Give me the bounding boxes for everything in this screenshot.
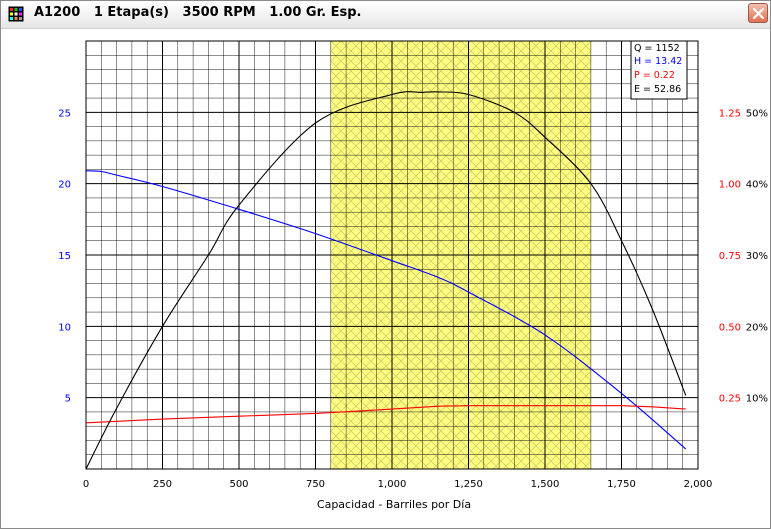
head-curve	[85, 170, 687, 450]
efficiency-curve	[85, 91, 687, 470]
y-left-tick-label: 10	[58, 322, 71, 333]
y-right-power-tick-label: 0.50	[719, 322, 741, 333]
curves	[85, 91, 687, 470]
y-right-power-tick-label: 1.00	[719, 180, 741, 191]
y-right-power-tick-label: 0.25	[719, 394, 741, 405]
y-left-tick-label: 25	[58, 108, 71, 119]
grid-app-icon[interactable]	[8, 6, 24, 22]
x-tick-label: 750	[306, 479, 325, 490]
x-tick-label: 1,000	[378, 479, 407, 490]
readout-box: Q = 1152 H = 13.42 P = 0.22 E = 52.86	[630, 40, 688, 100]
y-left-tick-label: 15	[58, 251, 71, 262]
axis-labels: 0 250 500 750 1,000 1,250 1,500 1,750 2,000 5 10 15…	[58, 108, 768, 490]
x-tick-label: 500	[229, 479, 248, 490]
y-right-efficiency-tick-label: 30%	[746, 251, 768, 262]
y-right-efficiency-tick-label: 20%	[746, 322, 768, 333]
x-tick-label: 1,250	[454, 479, 483, 490]
close-icon	[753, 8, 764, 19]
readout-q: Q = 1152	[634, 43, 680, 54]
plot-frame	[85, 40, 699, 470]
grid	[85, 40, 699, 470]
x-tick-label: 1,500	[531, 479, 560, 490]
y-right-efficiency-tick-label: 50%	[746, 108, 768, 119]
x-tick-label: 1,750	[607, 479, 636, 490]
y-left-tick-label: 5	[65, 394, 71, 405]
y-right-power-tick-label: 0.75	[719, 251, 741, 262]
close-button[interactable]	[748, 3, 768, 23]
y-right-efficiency-tick-label: 40%	[746, 180, 768, 191]
x-tick-label: 0	[83, 479, 89, 490]
x-tick-label: 250	[153, 479, 172, 490]
readout-h: H = 13.42	[634, 56, 682, 67]
window-title: A1200 1 Etapa(s) 3500 RPM 1.00 Gr. Esp.	[34, 5, 362, 20]
readout-p: P = 0.22	[634, 70, 675, 81]
readout-e: E = 52.86	[634, 84, 681, 95]
y-left-tick-label: 20	[58, 180, 71, 191]
title-bar[interactable]: A1200 1 Etapa(s) 3500 RPM 1.00 Gr. Esp.	[1, 1, 770, 29]
x-tick-label: 2,000	[684, 479, 713, 490]
y-right-efficiency-tick-label: 10%	[746, 394, 768, 405]
x-axis-label: Capacidad - Barriles por Día	[317, 498, 471, 511]
y-right-power-tick-label: 1.25	[719, 108, 741, 119]
power-curve	[85, 405, 686, 424]
